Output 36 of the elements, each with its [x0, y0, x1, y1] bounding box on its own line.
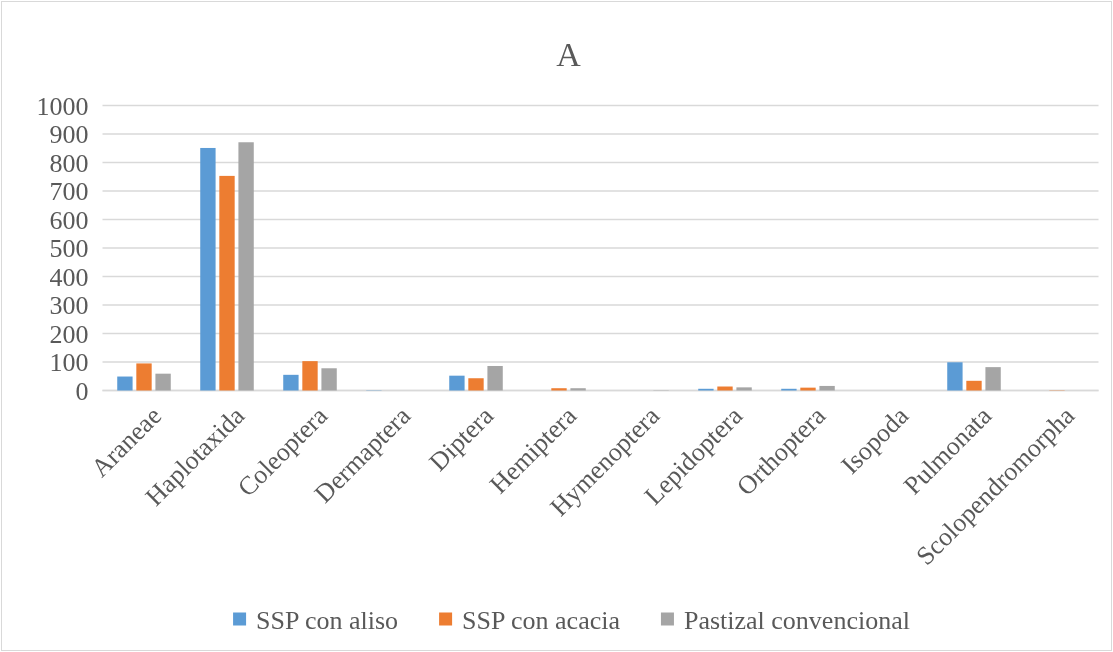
bar: [219, 175, 235, 391]
bar: [200, 147, 216, 391]
y-tick-label: 500: [49, 234, 89, 264]
bar: [468, 378, 484, 391]
bar: [966, 380, 982, 391]
bar: [302, 361, 318, 391]
bar: [985, 367, 1001, 391]
bar: [736, 387, 752, 391]
y-tick-label: 700: [49, 177, 89, 207]
bar: [238, 142, 254, 391]
chart-title: A: [556, 36, 582, 73]
bar: [449, 375, 465, 391]
bar: [136, 363, 152, 391]
y-tick-label: 800: [49, 148, 89, 178]
y-tick-label: 400: [49, 262, 89, 292]
y-tick-label: 900: [49, 120, 89, 150]
bar: [117, 376, 133, 391]
y-tick-label: 0: [75, 376, 89, 406]
legend-label: SSP con aliso: [256, 606, 399, 636]
bar: [570, 388, 586, 391]
bar: [551, 388, 567, 391]
y-tick-label: 300: [49, 291, 89, 321]
bar: [321, 368, 337, 391]
bar: [819, 385, 835, 391]
bar: [800, 387, 816, 391]
bar: [947, 362, 963, 391]
bar: [283, 374, 299, 391]
legend-label: Pastizal convencional: [683, 606, 910, 636]
y-tick-label: 600: [49, 205, 89, 235]
bar: [717, 386, 733, 391]
bar: [487, 365, 503, 391]
legend-label: SSP con acacia: [462, 606, 621, 636]
y-tick-label: 200: [49, 319, 89, 349]
y-tick-label: 1000: [36, 91, 89, 121]
y-tick-label: 100: [49, 348, 89, 378]
bar: [155, 373, 171, 391]
